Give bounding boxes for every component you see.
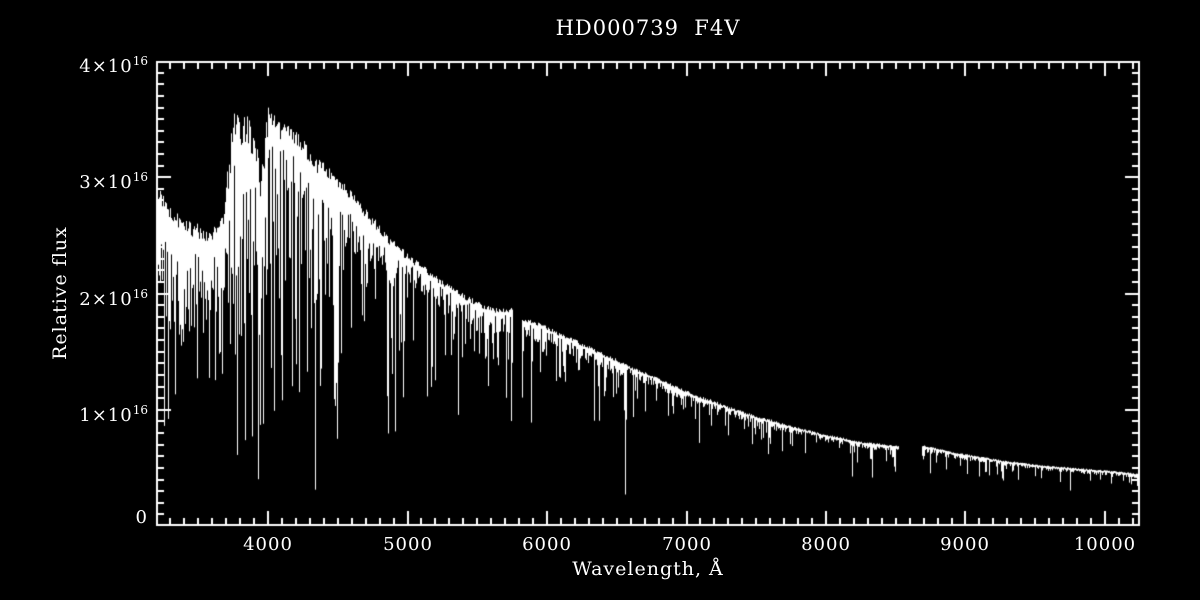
x-tick-label: 4000 [243, 534, 293, 555]
x-axis-label: Wavelength, Å [572, 558, 724, 580]
y-tick-label: 0 [135, 507, 148, 528]
x-tick-label: 6000 [522, 534, 572, 555]
y-tick-label: 3×1016 [79, 170, 148, 193]
x-tick-label: 5000 [383, 534, 433, 555]
x-tick-label: 10000 [1073, 534, 1137, 555]
y-tick-label: 1×1016 [79, 403, 148, 426]
y-tick-label: 4×1016 [79, 54, 148, 77]
x-tick-label: 7000 [662, 534, 712, 555]
x-tick-label: 9000 [940, 534, 990, 555]
x-tick-label: 8000 [801, 534, 851, 555]
y-tick-label: 2×1016 [79, 287, 148, 310]
chart-title: HD000739 F4V [555, 16, 741, 40]
